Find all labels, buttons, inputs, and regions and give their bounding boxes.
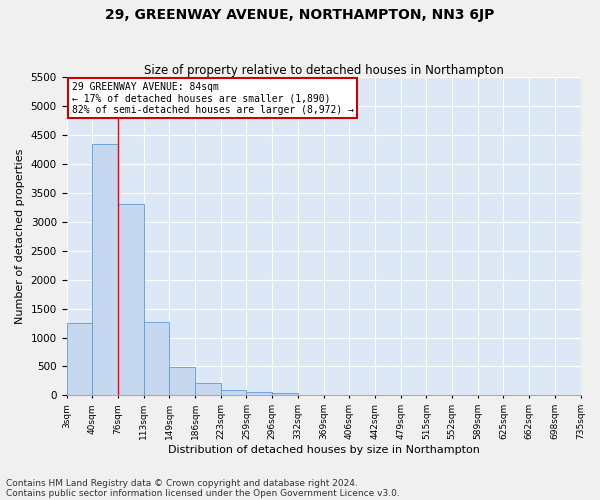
Bar — [67, 323, 92, 396]
Bar — [272, 392, 298, 396]
Text: 29, GREENWAY AVENUE, NORTHAMPTON, NN3 6JP: 29, GREENWAY AVENUE, NORTHAMPTON, NN3 6J… — [106, 8, 494, 22]
Text: 29 GREENWAY AVENUE: 84sqm
← 17% of detached houses are smaller (1,890)
82% of se: 29 GREENWAY AVENUE: 84sqm ← 17% of detac… — [71, 82, 353, 115]
Bar — [169, 367, 195, 396]
Bar — [221, 390, 247, 396]
Bar — [92, 144, 118, 396]
Bar — [118, 204, 143, 396]
Text: Contains public sector information licensed under the Open Government Licence v3: Contains public sector information licen… — [6, 488, 400, 498]
Text: Contains HM Land Registry data © Crown copyright and database right 2024.: Contains HM Land Registry data © Crown c… — [6, 478, 358, 488]
Bar — [195, 382, 221, 396]
Bar — [247, 392, 272, 396]
X-axis label: Distribution of detached houses by size in Northampton: Distribution of detached houses by size … — [167, 445, 479, 455]
Title: Size of property relative to detached houses in Northampton: Size of property relative to detached ho… — [143, 64, 503, 77]
Bar — [143, 322, 169, 396]
Y-axis label: Number of detached properties: Number of detached properties — [15, 148, 25, 324]
